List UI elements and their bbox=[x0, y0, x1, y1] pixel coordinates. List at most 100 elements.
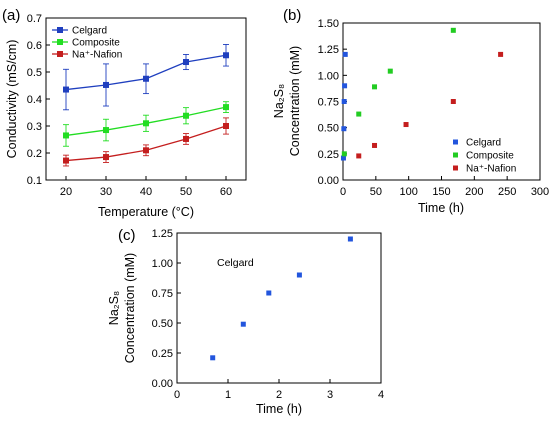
y-tick-label: 0.4 bbox=[27, 94, 42, 106]
y-tick-label: 0.25 bbox=[318, 149, 339, 161]
data-point bbox=[103, 81, 109, 88]
data-point bbox=[341, 99, 347, 104]
panel-c-ticks: 0 1 2 3 4 0.00 0.25 0.50 0.75 1.00 1.25 bbox=[152, 228, 384, 401]
legend-label: Na⁺-Nafion bbox=[72, 50, 122, 61]
panel-b-label: (b) bbox=[283, 7, 301, 24]
legend-marker bbox=[453, 139, 458, 145]
data-point bbox=[143, 75, 149, 82]
x-tick-label: 50 bbox=[370, 186, 382, 198]
y-tick-label: 1.25 bbox=[318, 44, 339, 56]
data-point bbox=[63, 132, 69, 139]
data-point bbox=[63, 86, 69, 93]
legend-label: Na⁺-Nafion bbox=[466, 164, 516, 175]
x-tick-label: 2 bbox=[276, 389, 282, 401]
panel-b-ylabel-formula: Na₂S₈ bbox=[272, 84, 286, 118]
panel-c-annotation: Celgard bbox=[217, 257, 254, 269]
data-point bbox=[63, 157, 69, 164]
panel-c-ylabel: Concentration (mM) bbox=[123, 253, 137, 363]
x-tick-label: 50 bbox=[180, 186, 192, 198]
data-point bbox=[240, 321, 246, 327]
panel-b: (b) 0 50 100 150 200 250 300 0.00 0.25 0.50 0.75 1.… bbox=[272, 7, 549, 215]
panel-b-ticks: 0 50 100 150 200 250 300 0.00 0.25 0.50 0.75 1.00 1.… bbox=[318, 18, 550, 198]
panel-b-legend: Celgard Composite Na⁺-Nafion bbox=[453, 138, 516, 175]
y-tick-label: 1.00 bbox=[318, 70, 339, 82]
data-point bbox=[341, 126, 347, 132]
panel-b-ylabel: Concentration (mM) bbox=[288, 46, 302, 156]
x-tick-label: 300 bbox=[531, 186, 549, 198]
legend-marker bbox=[453, 152, 458, 158]
x-tick-label: 150 bbox=[432, 186, 450, 198]
panel-b-data bbox=[340, 27, 504, 161]
x-tick-label: 20 bbox=[60, 186, 72, 198]
data-point bbox=[223, 123, 229, 129]
panel-a-data bbox=[63, 44, 229, 167]
legend-label: Celgard bbox=[72, 26, 107, 37]
x-tick-label: 0 bbox=[174, 389, 180, 401]
y-tick-label: 0.50 bbox=[318, 123, 339, 135]
panel-c-data bbox=[210, 236, 353, 361]
data-point bbox=[223, 52, 229, 59]
y-tick-label: 0.50 bbox=[152, 318, 173, 330]
data-point bbox=[223, 104, 229, 111]
y-tick-label: 1.25 bbox=[152, 228, 173, 240]
legend-marker bbox=[57, 51, 63, 57]
data-point bbox=[183, 59, 189, 66]
panel-c: (c) 0 1 2 3 4 0.00 0.25 0.50 0.75 1.00 1.25 Celgar… bbox=[107, 227, 384, 416]
x-tick-label: 30 bbox=[100, 186, 112, 198]
data-point bbox=[403, 122, 409, 128]
data-point bbox=[183, 112, 189, 119]
data-point bbox=[347, 236, 353, 242]
data-point bbox=[183, 135, 189, 142]
legend-label: Celgard bbox=[466, 138, 501, 149]
data-point bbox=[103, 127, 109, 134]
data-point bbox=[450, 99, 456, 104]
data-point bbox=[103, 154, 109, 161]
data-point bbox=[143, 147, 149, 154]
y-tick-label: 0.7 bbox=[27, 13, 42, 25]
data-point bbox=[356, 153, 362, 159]
legend-marker bbox=[453, 165, 458, 171]
y-tick-label: 1.50 bbox=[318, 18, 339, 30]
data-point bbox=[341, 151, 347, 157]
data-point bbox=[296, 272, 302, 278]
y-tick-label: 0.1 bbox=[27, 175, 42, 187]
data-point bbox=[340, 155, 346, 161]
data-point bbox=[342, 51, 348, 57]
legend-marker bbox=[57, 27, 63, 33]
y-tick-label: 0.00 bbox=[152, 378, 173, 390]
data-point bbox=[498, 51, 504, 57]
x-tick-label: 4 bbox=[378, 389, 384, 401]
panel-a-ticks: 20 30 40 50 60 0.1 0.2 0.3 0.4 0.5 0.6 0.7 bbox=[27, 13, 232, 198]
legend-marker bbox=[57, 39, 63, 45]
panel-a: (a) 20 30 40 50 60 0.1 0.2 0.3 0.4 0.5 0.6 0.7 Celg… bbox=[2, 7, 247, 219]
y-tick-label: 0.5 bbox=[27, 67, 42, 79]
data-point bbox=[450, 27, 456, 33]
data-point bbox=[342, 83, 348, 89]
x-tick-label: 60 bbox=[220, 186, 232, 198]
panel-c-xlabel: Time (h) bbox=[256, 402, 302, 416]
data-point bbox=[266, 290, 272, 296]
panel-a-xlabel: Temperature (°C) bbox=[98, 205, 194, 219]
panel-c-ylabel-formula: Na₂S₈ bbox=[107, 291, 121, 325]
legend-label: Composite bbox=[72, 38, 120, 49]
x-tick-label: 250 bbox=[498, 186, 516, 198]
legend-label: Composite bbox=[466, 151, 514, 162]
panel-a-label: (a) bbox=[2, 7, 20, 24]
data-point bbox=[210, 355, 216, 361]
panel-c-plot-frame bbox=[176, 232, 382, 384]
panel-b-xlabel: Time (h) bbox=[418, 201, 464, 215]
y-tick-label: 0.75 bbox=[152, 288, 173, 300]
y-tick-label: 1.00 bbox=[152, 258, 173, 270]
y-tick-label: 0.75 bbox=[318, 97, 339, 109]
x-tick-label: 200 bbox=[465, 186, 483, 198]
y-tick-label: 0.3 bbox=[27, 121, 42, 133]
y-tick-label: 0.25 bbox=[152, 348, 173, 360]
x-tick-label: 40 bbox=[140, 186, 152, 198]
panel-c-label: (c) bbox=[118, 227, 136, 244]
x-tick-label: 0 bbox=[340, 186, 346, 198]
data-point bbox=[387, 68, 393, 74]
data-point bbox=[372, 84, 378, 90]
data-point bbox=[356, 111, 362, 117]
